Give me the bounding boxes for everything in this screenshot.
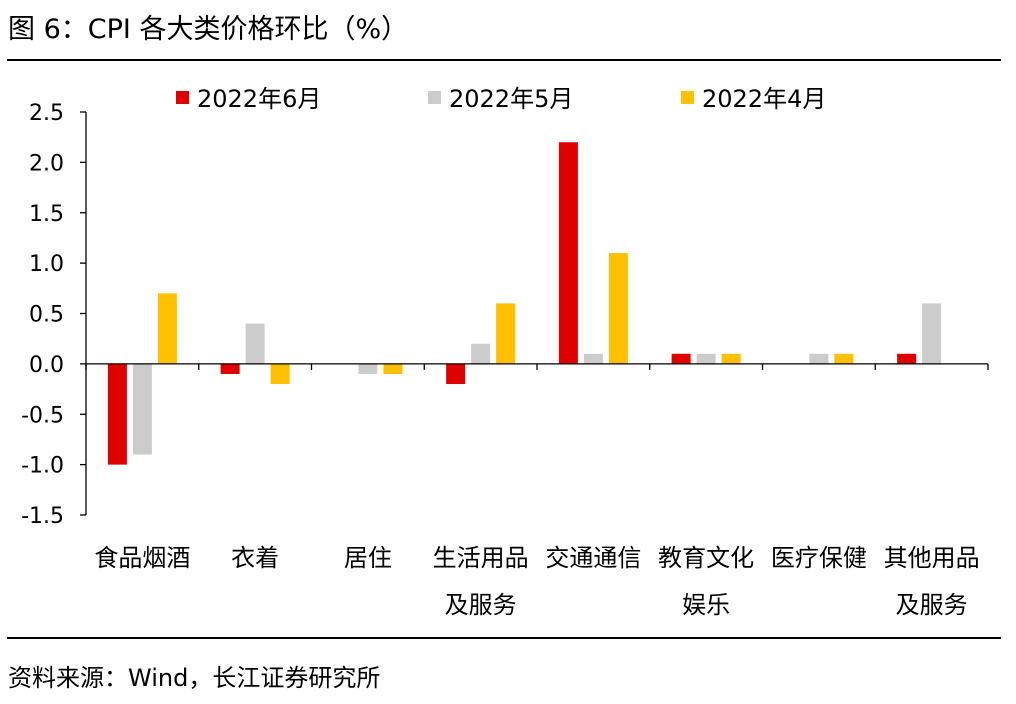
bar-s0-c4 bbox=[558, 142, 578, 364]
bar-s0-c7 bbox=[897, 353, 917, 364]
bar-s1-c4 bbox=[583, 353, 603, 364]
figure-source: 资料来源：Wind，长江证券研究所 bbox=[8, 664, 381, 692]
y-tick-label: 2.0 bbox=[29, 151, 64, 176]
x-category-label: 交通通信 bbox=[545, 544, 641, 572]
x-category-label: 娱乐 bbox=[682, 591, 730, 619]
bar-s2-c5 bbox=[721, 353, 741, 364]
y-tick-label: -1.0 bbox=[21, 454, 64, 479]
legend-swatch bbox=[681, 91, 694, 104]
legend-swatch bbox=[428, 91, 441, 104]
bar-s2-c1 bbox=[270, 363, 290, 385]
axes bbox=[80, 111, 989, 516]
y-tick-label: -0.5 bbox=[21, 403, 64, 428]
bar-s2-c6 bbox=[834, 353, 854, 364]
bars bbox=[107, 142, 942, 465]
bar-s2-c4 bbox=[608, 253, 628, 364]
y-tick-label: 1.0 bbox=[29, 252, 64, 277]
bar-s2-c0 bbox=[157, 293, 177, 364]
top-rule bbox=[7, 59, 1001, 61]
bar-s1-c3 bbox=[471, 343, 491, 364]
legend: 2022年6月 2022年5月 2022年4月 bbox=[176, 85, 826, 113]
y-tick-label: -1.5 bbox=[21, 504, 64, 529]
x-category-label: 医疗保健 bbox=[771, 544, 867, 572]
bar-s2-c3 bbox=[496, 303, 516, 364]
x-category-label: 居住 bbox=[344, 544, 392, 572]
legend-label: 2022年6月 bbox=[197, 85, 321, 113]
legend-swatch bbox=[176, 91, 189, 104]
bar-s1-c2 bbox=[358, 363, 378, 374]
y-tick-label: 0.5 bbox=[29, 303, 64, 328]
x-category-label: 生活用品 bbox=[433, 544, 529, 572]
bar-s2-c2 bbox=[383, 363, 403, 374]
x-category-label: 其他用品 bbox=[884, 544, 980, 572]
bar-s0-c0 bbox=[107, 363, 127, 465]
legend-label: 2022年5月 bbox=[449, 85, 573, 113]
bar-s1-c0 bbox=[132, 363, 152, 455]
y-tick-labels: -1.5 -1.0 -0.5 0.0 0.5 1.0 1.5 2.0 2.5 bbox=[21, 101, 64, 529]
figure-title: 图 6：CPI 各大类价格环比（%） bbox=[8, 14, 409, 45]
y-tick-label: 2.5 bbox=[29, 101, 64, 126]
y-tick-label: 0.0 bbox=[29, 353, 64, 378]
y-tick-label: 1.5 bbox=[29, 202, 64, 227]
x-category-label: 食品烟酒 bbox=[94, 544, 190, 572]
bar-s1-c5 bbox=[696, 353, 716, 364]
x-category-label: 及服务 bbox=[896, 591, 968, 619]
bar-s0-c1 bbox=[220, 363, 240, 374]
bar-s1-c7 bbox=[922, 303, 942, 364]
legend-label: 2022年4月 bbox=[702, 85, 826, 113]
bar-s1-c1 bbox=[245, 323, 265, 364]
bar-s0-c3 bbox=[446, 363, 466, 385]
x-category-label: 衣着 bbox=[231, 544, 279, 572]
x-category-label: 教育文化 bbox=[658, 544, 754, 572]
x-category-label: 及服务 bbox=[445, 591, 517, 619]
bar-s0-c5 bbox=[671, 353, 691, 364]
bar-s1-c6 bbox=[809, 353, 829, 364]
bottom-rule bbox=[7, 637, 1001, 639]
